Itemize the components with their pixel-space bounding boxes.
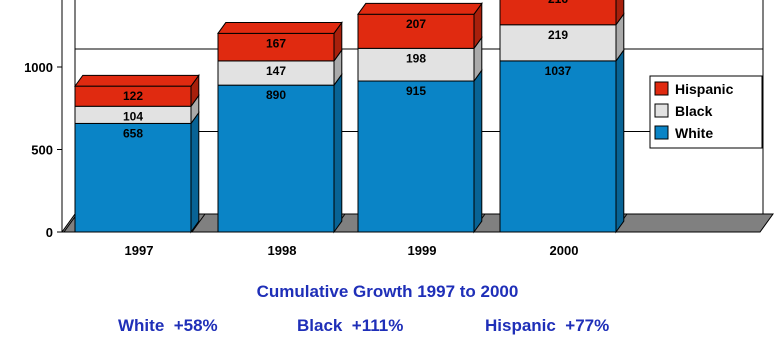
- bar-1998-white-side: [333, 72, 343, 234]
- bar-1997-hispanic-value-label: 122: [123, 89, 143, 103]
- legend-swatch-hispanic: [654, 81, 669, 96]
- bar-1997-black-value-label: 104: [123, 109, 143, 123]
- legend-label-white: White: [675, 125, 713, 141]
- y-tick-label-1000: 1000: [24, 60, 53, 75]
- y-tick-label-0: 0: [46, 225, 53, 240]
- bar-2000-white-side: [615, 48, 625, 234]
- bar-1997-white-side: [190, 111, 200, 234]
- bar-1999-hispanic-value-label: 207: [406, 17, 426, 31]
- bar-2000-black-front: [499, 24, 617, 62]
- bar-2000-hispanic-value-label: 216: [548, 0, 568, 6]
- bar-1998-hispanic-value-label: 167: [266, 36, 286, 50]
- bar-1997-white-value-label: 658: [123, 126, 143, 140]
- bar-2000-hispanic-side: [615, 0, 625, 27]
- bar-1999-white-value-label: 915: [406, 84, 426, 98]
- bar-2000-hispanic-front: [499, 0, 617, 26]
- growth-hispanic: Hispanic +77%: [485, 316, 610, 335]
- legend-box: [649, 75, 763, 149]
- bar-1998-black-value-label: 147: [266, 64, 286, 78]
- x-tick-label-2000: 2000: [550, 243, 579, 258]
- bar-1999-black-front: [357, 47, 475, 82]
- growth-white: White +58%: [118, 316, 218, 335]
- x-tick-label-1999: 1999: [408, 243, 437, 258]
- y-tick-label-500: 500: [31, 143, 53, 158]
- legend-label-hispanic: Hispanic: [675, 81, 734, 97]
- bar-1999-hispanic-front: [357, 13, 475, 49]
- x-tick-label-1997: 1997: [125, 243, 154, 258]
- x-tick-label-1998: 1998: [268, 243, 297, 258]
- bar-1998-white-value-label: 890: [266, 88, 286, 102]
- bar-1998-white-front: [217, 84, 335, 233]
- bar-2000-white-value-label: 1037: [545, 64, 572, 78]
- bar-1998-black-front: [217, 60, 335, 86]
- floor-divider-1: [191, 213, 206, 233]
- bar-1999-hispanic-top: [357, 2, 483, 15]
- legend-swatch-white: [654, 125, 669, 140]
- legend-label-black: Black: [675, 103, 713, 119]
- bar-1998-hispanic-top: [217, 22, 343, 34]
- growth-title: Cumulative Growth 1997 to 2000: [256, 282, 519, 301]
- bar-2000-white-front: [499, 60, 617, 233]
- bar-1998-hispanic-front: [217, 32, 335, 62]
- bar-2000-black-value-label: 219: [548, 28, 568, 42]
- bar-1997-hispanic-top: [74, 74, 200, 87]
- bar-1999-white-side: [473, 68, 483, 234]
- bar-1999-white-front: [357, 80, 475, 233]
- bar-1999-black-value-label: 198: [406, 51, 426, 65]
- growth-black: Black +111%: [297, 316, 404, 335]
- legend-swatch-black: [654, 103, 669, 118]
